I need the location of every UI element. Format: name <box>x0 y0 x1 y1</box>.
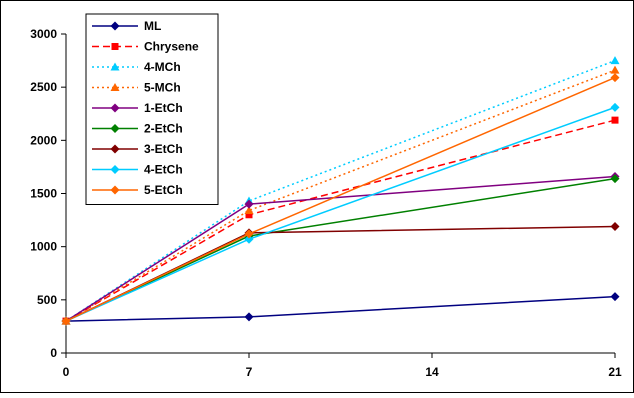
series-5-etch <box>61 73 620 326</box>
legend-swatch-marker <box>111 43 119 50</box>
legend-item-1-etch: 1-EtCh <box>92 101 183 115</box>
legend-swatch-marker <box>110 165 120 174</box>
y-tick-label: 1000 <box>30 240 57 254</box>
x-tick-label: 7 <box>246 365 253 379</box>
y-tick-label: 1500 <box>30 187 57 201</box>
series-line-5-mch <box>65 69 616 322</box>
y-tick-label: 500 <box>37 293 57 307</box>
y-tick-label: 2000 <box>30 133 57 147</box>
legend-swatch-marker <box>110 124 120 133</box>
legend-label: 1-EtCh <box>144 101 183 115</box>
x-tick-label: 14 <box>425 365 439 379</box>
series-layer <box>61 56 620 326</box>
data-point-chrysene <box>611 116 619 124</box>
data-point-5-etch <box>244 229 254 239</box>
y-tick-label: 3000 <box>30 27 57 41</box>
data-point-ml <box>610 292 620 302</box>
data-point-5-mch <box>244 206 254 215</box>
legend-item-5-etch: 5-EtCh <box>92 183 183 197</box>
legend-label: ML <box>144 19 161 33</box>
legend-label: 2-EtCh <box>144 122 183 136</box>
legend-item-4-etch: 4-EtCh <box>92 163 183 177</box>
legend-item-4-mch: 4-MCh <box>92 60 181 74</box>
legend-label: 5-EtCh <box>144 183 183 197</box>
legend-label: Chrysene <box>144 40 199 54</box>
legend-label: 3-EtCh <box>144 142 183 156</box>
legend-item-ml: ML <box>92 19 161 33</box>
data-point-4-etch <box>244 234 254 244</box>
legend-item-5-mch: 5-MCh <box>92 81 181 95</box>
data-point-5-etch <box>61 316 71 326</box>
legend-label: 4-MCh <box>144 60 181 74</box>
data-point-5-mch <box>610 65 620 74</box>
y-tick-label: 2500 <box>30 80 57 94</box>
legend-swatch-marker <box>110 21 120 31</box>
data-point-4-etch <box>610 102 620 112</box>
x-tick-label: 0 <box>63 365 70 379</box>
legend-swatch-marker <box>110 185 120 195</box>
data-point-4-mch <box>610 56 620 65</box>
legend-item-chrysene: Chrysene <box>92 40 199 54</box>
data-point-2-etch <box>610 174 620 184</box>
data-point-3-etch <box>610 221 620 231</box>
data-point-ml <box>244 312 254 322</box>
legend-swatch-marker <box>110 144 120 154</box>
data-point-1-etch <box>244 199 254 209</box>
x-tick-label: 21 <box>608 365 622 379</box>
data-point-chrysene <box>245 211 253 219</box>
legend-label: 5-MCh <box>144 81 181 95</box>
y-tick-label: 0 <box>50 346 57 360</box>
legend-swatch-marker <box>110 103 120 113</box>
legend-swatch-marker <box>110 62 120 71</box>
legend-item-3-etch: 3-EtCh <box>92 142 183 156</box>
legend-item-2-etch: 2-EtCh <box>92 122 183 136</box>
series-line-4-mch <box>65 59 616 322</box>
legend: ML Chrysene 4-MCh 5-MCh 1-EtCh 2-EtCh 3-EtCh 4-… <box>85 13 219 205</box>
legend-swatch-marker <box>110 83 120 91</box>
y-axis-ticks: 0 500 1000 1500 2000 2500 3000 <box>30 27 66 360</box>
x-axis-ticks: 0 7 14 21 <box>63 353 622 379</box>
legend-label: 4-EtCh <box>144 163 183 177</box>
data-point-5-etch <box>610 73 620 83</box>
